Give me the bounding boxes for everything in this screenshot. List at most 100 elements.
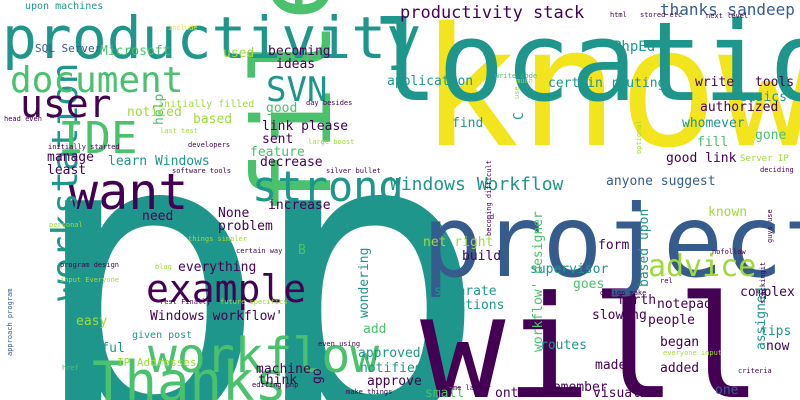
word-72: machine: [256, 361, 311, 377]
word-124: approach program: [6, 288, 14, 357]
word-64: small: [425, 385, 465, 400]
word-43: now: [766, 338, 790, 354]
word-88: based: [193, 111, 233, 127]
word-114: large boost: [308, 138, 355, 147]
word-108: head even: [4, 115, 42, 124]
word-34: tools: [755, 74, 795, 90]
word-100: C: [512, 111, 527, 120]
word-57: separate: [434, 283, 497, 299]
word-87: good: [266, 100, 298, 116]
word-9: Thanks: [92, 349, 288, 400]
word-53: supervisor: [530, 261, 609, 277]
word-19: advice: [648, 249, 757, 284]
word-10: workflow: [148, 327, 380, 384]
word-97: manage: [47, 149, 94, 165]
word-40: known: [708, 204, 748, 220]
word-4: will: [420, 266, 762, 400]
word-69: wondering: [357, 247, 372, 318]
word-98: least: [47, 162, 87, 178]
word-23: PhpEd: [613, 38, 656, 55]
word-82: B: [298, 242, 306, 258]
word-102: Server IP: [740, 153, 789, 164]
word-142: d: [490, 213, 495, 222]
word-67: approved: [358, 345, 421, 361]
word-8: productivity: [2, 3, 422, 72]
word-12: strong: [252, 162, 404, 212]
word-93: SQL Server: [35, 42, 102, 56]
word-106: write code: [495, 72, 538, 81]
word-66: notified: [360, 360, 423, 376]
word-60: made: [595, 357, 627, 373]
word-24: Windows workflow': [150, 308, 284, 324]
word-1: p: [28, 49, 269, 400]
word-104: stored etc: [640, 11, 683, 20]
word-16: user: [20, 81, 112, 126]
word-132: everyone input: [663, 349, 723, 358]
word-119: input Everyone: [60, 276, 120, 285]
word-99: find: [452, 115, 484, 131]
word-21: productivity stack: [400, 3, 585, 24]
word-77: everything: [178, 259, 257, 275]
word-3: know: [420, 0, 800, 184]
word-70: go: [310, 367, 325, 384]
word-83: increase: [268, 197, 331, 213]
word-84: decrease: [260, 154, 323, 170]
word-48: people: [648, 312, 695, 328]
word-5: location: [372, 0, 800, 126]
word-22: thanks sandeep: [660, 0, 795, 20]
word-2: p: [248, 49, 489, 400]
word-137: guys use: [766, 209, 774, 244]
word-28: good link: [666, 150, 737, 166]
word-113: day besides: [306, 99, 353, 108]
word-110: developers: [188, 141, 231, 150]
word-103: html: [610, 11, 627, 20]
word-37: whomever: [682, 115, 745, 131]
word-56: based upon: [637, 208, 652, 287]
word-121: rest Finally: [160, 298, 211, 307]
word-59: routes: [540, 337, 587, 353]
word-31: application: [387, 73, 474, 89]
word-105: next level: [706, 12, 749, 21]
word-129: became larger: [436, 384, 491, 393]
word-45: one: [715, 382, 739, 398]
word-41: complex: [740, 284, 795, 300]
word-61: remember: [545, 379, 608, 395]
word-89: ideas: [276, 56, 316, 72]
word-75: given post: [132, 330, 193, 341]
word-101: upon machines: [25, 1, 104, 12]
word-63: onto: [495, 385, 527, 400]
word-94: noticed: [127, 104, 182, 120]
word-35: basics: [740, 89, 787, 105]
word-51: slowing: [592, 307, 647, 323]
word-90: becoming: [268, 43, 331, 59]
word-130: design make: [600, 289, 647, 298]
word-120: blog: [155, 263, 172, 272]
word-18: SVN: [266, 69, 328, 110]
word-138: stackingit: [759, 262, 767, 305]
word-74: helpful: [70, 340, 125, 356]
word-6: project: [422, 183, 800, 300]
word-117: personal: [49, 221, 83, 230]
word-30: net right: [423, 234, 494, 250]
word-131: rel: [660, 277, 673, 286]
word-92: Microsoft: [100, 43, 171, 59]
word-15: document: [10, 60, 184, 102]
word-17: IDE: [58, 112, 138, 164]
word-126: even using: [318, 340, 361, 349]
word-115: silver bullet: [326, 167, 381, 176]
word-112: last test: [160, 127, 198, 136]
word-27: learn Windows: [108, 153, 210, 169]
word-11: want: [68, 163, 189, 221]
word-96: help: [152, 93, 167, 125]
word-68: add: [363, 321, 387, 337]
word-13: example: [146, 266, 307, 311]
word-58: functions: [434, 297, 505, 313]
word-107: use: [513, 86, 521, 100]
word-133: criteria: [738, 367, 772, 376]
word-136: nofollow: [712, 248, 746, 257]
word-116: things simpler: [188, 235, 248, 244]
word-125: href: [62, 364, 79, 373]
word-141: much: [516, 77, 533, 86]
word-50: forth: [617, 292, 657, 308]
word-26: link please: [262, 118, 349, 134]
